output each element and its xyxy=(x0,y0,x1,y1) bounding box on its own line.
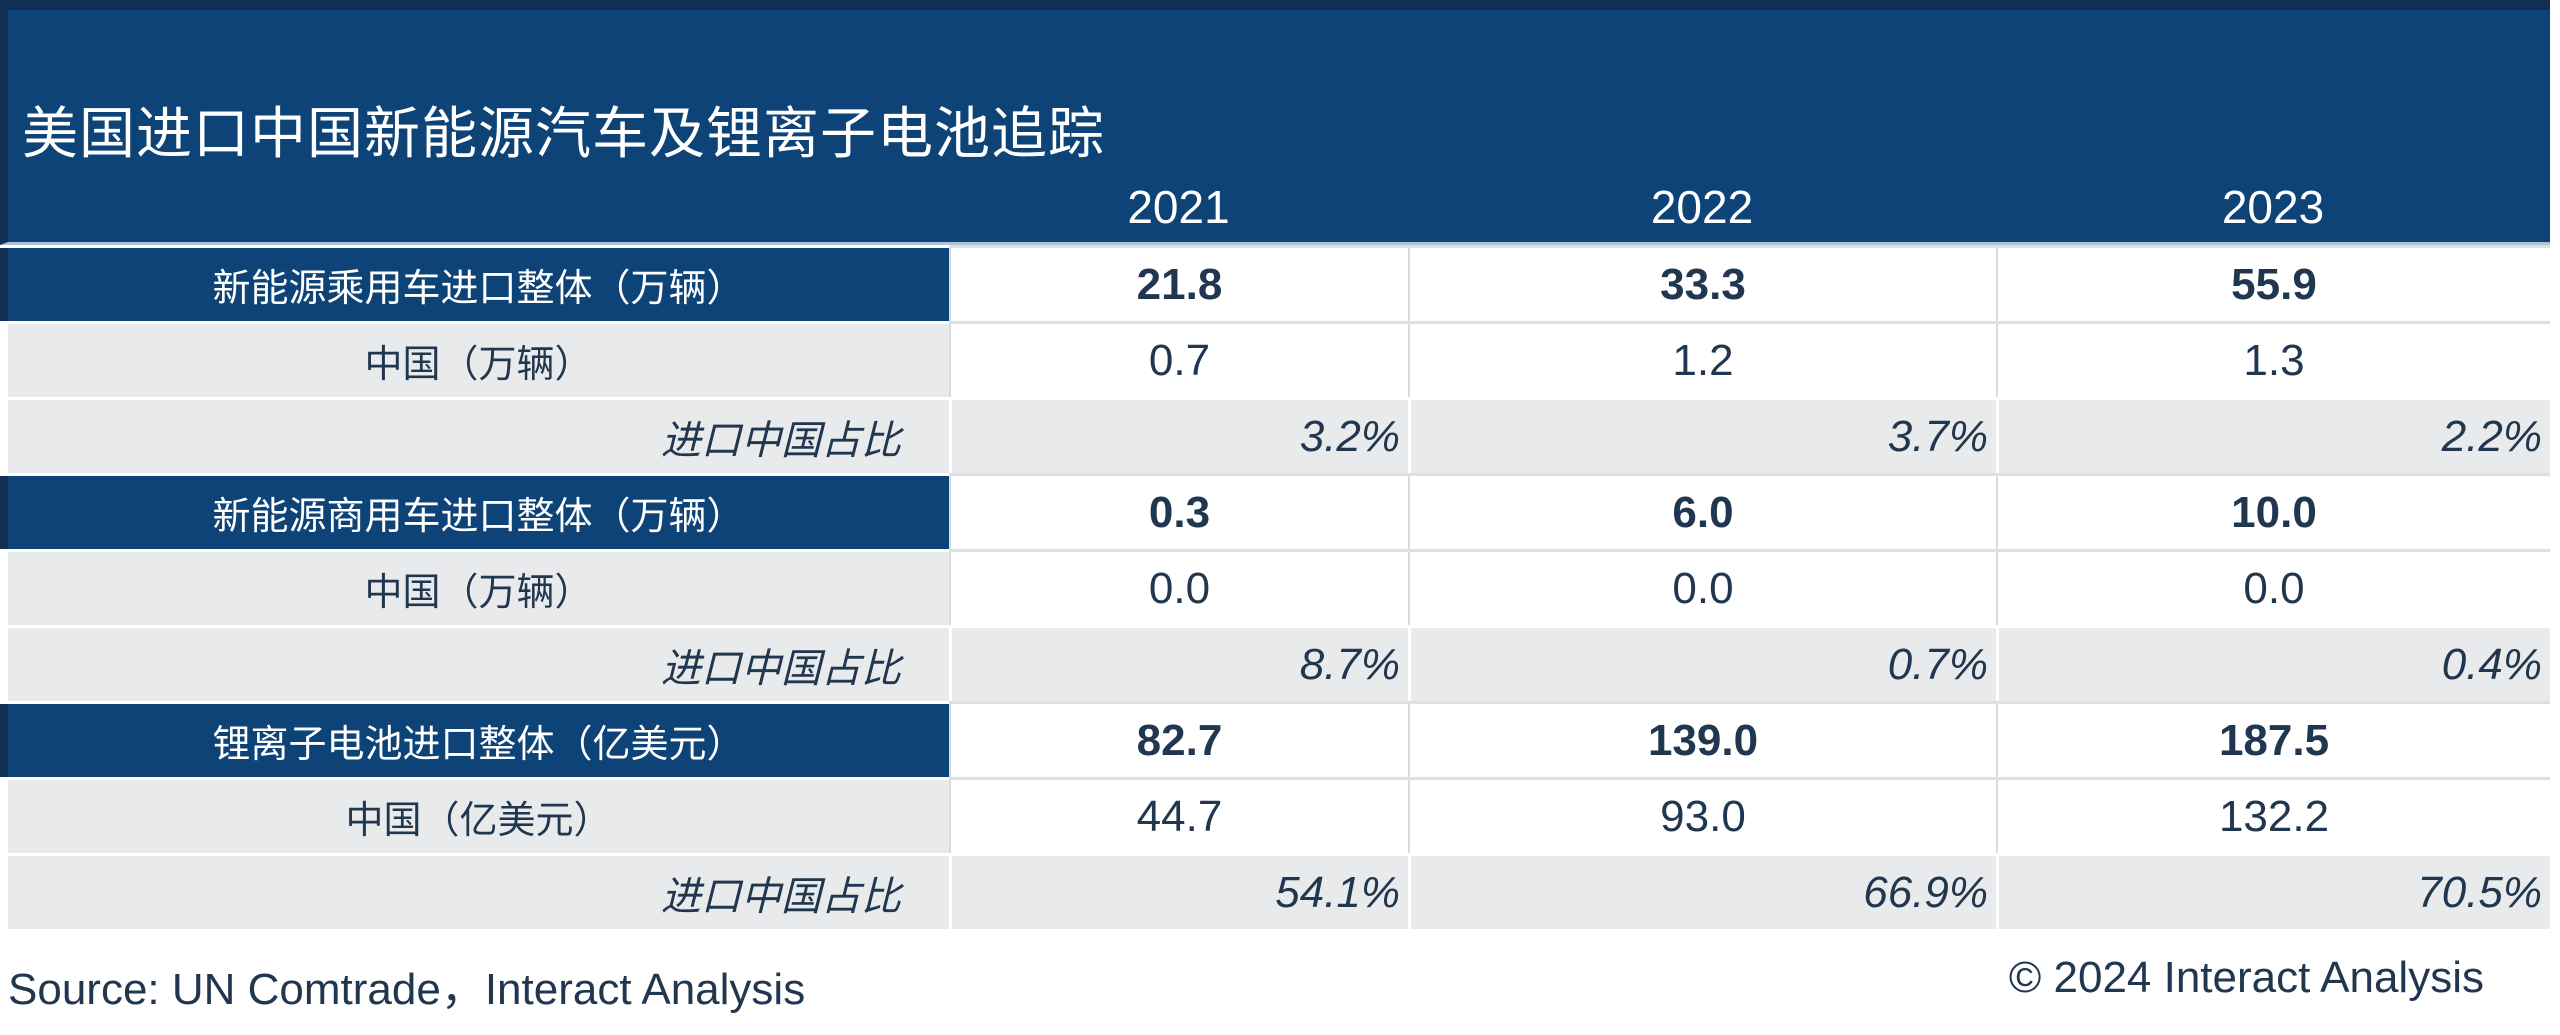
cell-value: 0.7% xyxy=(1408,628,1996,701)
cell-value: 1.3 xyxy=(1996,324,2550,397)
page-title: 美国进口中国新能源汽车及锂离子电池追踪 xyxy=(22,102,1105,166)
copyright-note: © 2024 Interact Analysis xyxy=(2008,953,2484,1002)
cell-value: 8.7% xyxy=(949,628,1408,701)
cell-value: 3.7% xyxy=(1408,400,1996,473)
row-label: 中国（万辆） xyxy=(0,324,949,397)
row-label: 进口中国占比 xyxy=(0,400,949,473)
cell-value: 0.7 xyxy=(949,324,1408,397)
table-header: 美国进口中国新能源汽车及锂离子电池追踪 2021 2022 2023 xyxy=(0,0,2550,245)
year-header-2021: 2021 xyxy=(1127,181,1230,233)
source-note: Source: UN Comtrade，Interact Analysis xyxy=(8,965,806,1014)
cell-value: 55.9 xyxy=(1996,248,2550,321)
year-header-spacer xyxy=(8,180,949,234)
cell-value: 0.4% xyxy=(1996,628,2550,701)
section-header-row: 锂离子电池进口整体（亿美元） 82.7 139.0 187.5 xyxy=(0,704,2550,777)
cell-value: 2.2% xyxy=(1996,400,2550,473)
section-header-row: 新能源乘用车进口整体（万辆） 21.8 33.3 55.9 xyxy=(0,248,2550,321)
cell-value: 44.7 xyxy=(949,780,1408,853)
cell-value: 132.2 xyxy=(1996,780,2550,853)
cell-value: 54.1% xyxy=(949,856,1408,929)
cell-value: 187.5 xyxy=(1996,704,2550,777)
cell-value: 6.0 xyxy=(1408,476,1996,549)
cell-value: 82.7 xyxy=(949,704,1408,777)
footer: Source: UN Comtrade，Interact Analysis © … xyxy=(0,929,2560,1017)
cell-value: 93.0 xyxy=(1408,780,1996,853)
china-share-row: 进口中国占比 54.1% 66.9% 70.5% xyxy=(0,856,2550,929)
cell-value: 0.0 xyxy=(949,552,1408,625)
china-share-row: 进口中国占比 8.7% 0.7% 0.4% xyxy=(0,628,2550,701)
china-row: 中国（万辆） 0.7 1.2 1.3 xyxy=(0,324,2550,397)
cell-value: 0.0 xyxy=(1996,552,2550,625)
row-label: 新能源乘用车进口整体（万辆） xyxy=(0,248,949,321)
year-header-2022: 2022 xyxy=(1650,181,1754,233)
year-header-2023: 2023 xyxy=(2221,181,2325,233)
row-label: 锂离子电池进口整体（亿美元） xyxy=(0,704,949,777)
table-body: 新能源乘用车进口整体（万辆） 21.8 33.3 55.9 中国（万辆） 0.7 1.2 1.… xyxy=(0,248,2560,929)
cell-value: 3.2% xyxy=(949,400,1408,473)
row-label: 进口中国占比 xyxy=(0,856,949,929)
china-row: 中国（万辆） 0.0 0.0 0.0 xyxy=(0,552,2550,625)
cell-value: 0.0 xyxy=(1408,552,1996,625)
cell-value: 33.3 xyxy=(1408,248,1996,321)
row-label: 中国（亿美元） xyxy=(0,780,949,853)
cell-value: 10.0 xyxy=(1996,476,2550,549)
cell-value: 139.0 xyxy=(1408,704,1996,777)
cell-value: 1.2 xyxy=(1408,324,1996,397)
china-share-row: 进口中国占比 3.2% 3.7% 2.2% xyxy=(0,400,2550,473)
row-label: 新能源商用车进口整体（万辆） xyxy=(0,476,949,549)
year-header-row: 2021 2022 2023 xyxy=(8,180,2550,242)
cell-value: 70.5% xyxy=(1996,856,2550,929)
cell-value: 66.9% xyxy=(1408,856,1996,929)
section-header-row: 新能源商用车进口整体（万辆） 0.3 6.0 10.0 xyxy=(0,476,2550,549)
row-label: 进口中国占比 xyxy=(0,628,949,701)
china-row: 中国（亿美元） 44.7 93.0 132.2 xyxy=(0,780,2550,853)
row-label: 中国（万辆） xyxy=(0,552,949,625)
cell-value: 21.8 xyxy=(949,248,1408,321)
cell-value: 0.3 xyxy=(949,476,1408,549)
